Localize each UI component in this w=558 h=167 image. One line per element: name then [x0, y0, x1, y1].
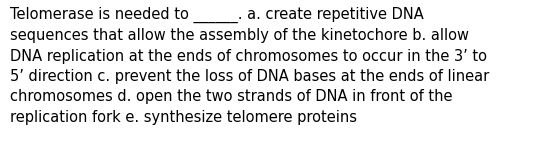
Text: Telomerase is needed to ______. a. create repetitive DNA
sequences that allow th: Telomerase is needed to ______. a. creat… [10, 7, 489, 125]
